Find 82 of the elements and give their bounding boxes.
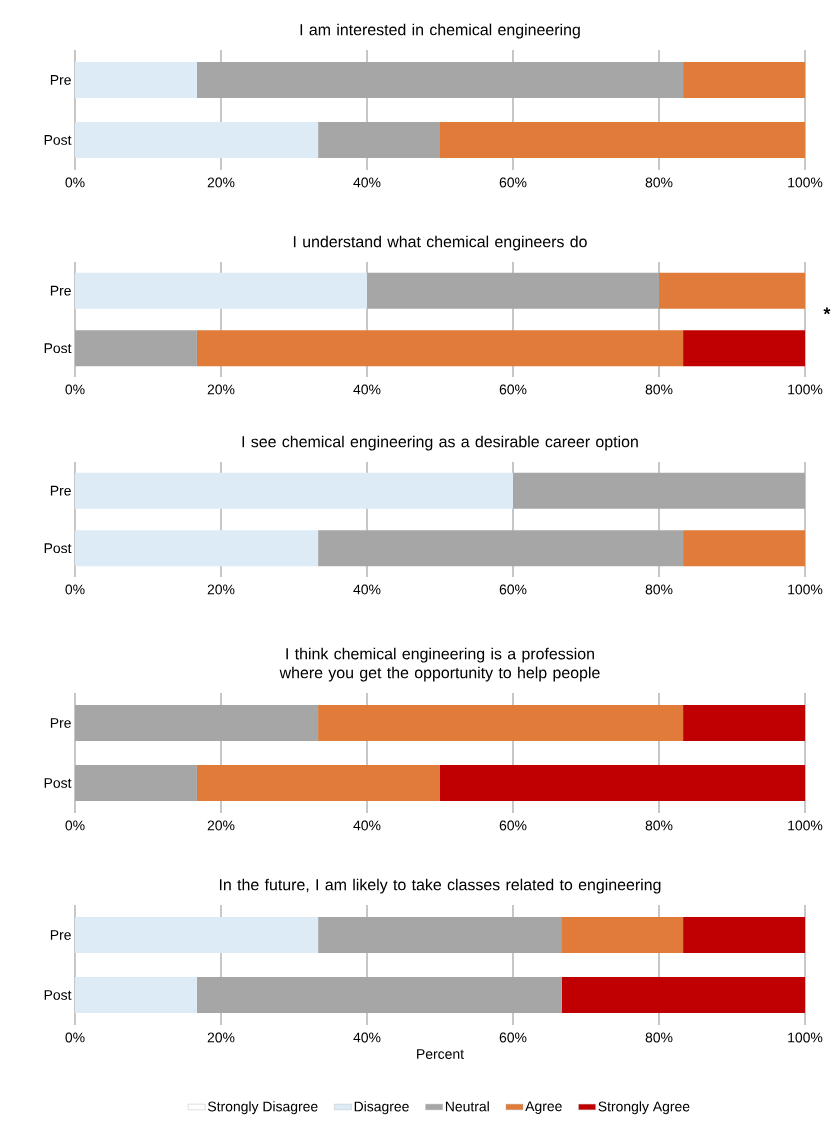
legend-label: Disagree (354, 1101, 409, 1115)
bar (75, 330, 198, 367)
y-tick-label: Pre (51, 930, 71, 940)
bar (75, 704, 319, 741)
bar (318, 121, 441, 158)
bar (197, 764, 441, 801)
chart-title: I understand what chemical engineers do (294, 235, 587, 251)
x-tick-label: 80% (645, 820, 673, 831)
x-tick-label: 100% (788, 1032, 823, 1043)
bar (318, 530, 684, 567)
x-tick-label: 0% (65, 1032, 85, 1043)
bar (75, 61, 198, 98)
bar (440, 121, 806, 158)
x-tick-label: 40% (353, 1032, 381, 1043)
bar (513, 472, 806, 509)
x-tick-label: 40% (353, 384, 381, 395)
x-tick-label: 60% (499, 384, 527, 395)
x-tick-label: 80% (645, 384, 673, 395)
legend-label: Agree (525, 1101, 562, 1114)
y-tick-label: Post (44, 778, 72, 788)
x-tick-label: 80% (645, 584, 673, 595)
bar (440, 764, 806, 801)
x-tick-label: 100% (788, 177, 823, 188)
legend-label: Strongly Disagree (208, 1101, 318, 1115)
bar (75, 916, 319, 953)
bar (683, 704, 806, 741)
x-tick-label: 0% (65, 584, 85, 595)
x-tick-label: 100% (788, 584, 823, 595)
x-tick-label: 40% (353, 820, 381, 831)
bar (562, 976, 806, 1013)
x-tick-label: 60% (499, 1032, 527, 1043)
x-tick-label: 20% (207, 1032, 235, 1043)
chart-title: I think chemical engineering is a profession where you get the opportunity to help people (279, 647, 600, 682)
bar (75, 272, 368, 309)
x-tick-label: 100% (788, 820, 823, 831)
bar (367, 272, 660, 309)
x-axis-title: Percent (417, 1049, 465, 1059)
bar (75, 472, 514, 509)
x-tick-label: 0% (65, 177, 85, 188)
y-tick-label: Pre (51, 75, 71, 85)
bar (659, 272, 806, 309)
bar (197, 61, 684, 98)
text: * (823, 307, 831, 315)
x-tick-label: 40% (353, 584, 381, 595)
x-tick-label: 20% (207, 384, 235, 395)
bar (197, 330, 684, 367)
bar (683, 916, 806, 953)
chart-title: In the future, I am likely to take classes related to engineering (220, 878, 661, 894)
y-tick-label: Post (44, 543, 72, 554)
chart-title: I see chemical engineering as a desirable career option (242, 435, 638, 451)
y-tick-label: Post (44, 990, 72, 1000)
bar (318, 916, 562, 953)
bar (75, 530, 319, 567)
bar (683, 530, 806, 567)
x-tick-label: 60% (499, 820, 527, 831)
x-tick-label: 40% (353, 177, 381, 188)
x-tick-label: 0% (65, 820, 85, 831)
bar (318, 704, 684, 741)
bar (561, 916, 684, 953)
y-tick-label: Post (44, 135, 72, 145)
bar (197, 976, 563, 1013)
x-tick-label: 60% (499, 584, 527, 595)
y-tick-label: Pre (51, 485, 71, 496)
y-tick-label: Pre (51, 718, 71, 728)
x-tick-label: 80% (645, 177, 673, 188)
legend-label: Strongly Agree (598, 1101, 690, 1115)
x-tick-label: 100% (788, 384, 823, 395)
x-tick-label: 20% (207, 177, 235, 188)
legend-label: Neutral (446, 1101, 489, 1112)
x-tick-label: 0% (65, 384, 85, 395)
bar (683, 61, 806, 98)
bar (683, 330, 806, 367)
bar (75, 976, 198, 1013)
x-tick-label: 20% (207, 584, 235, 595)
bar (75, 121, 319, 158)
x-tick-label: 80% (645, 1032, 673, 1043)
y-tick-label: Post (44, 343, 72, 354)
chart-title: I am interested in chemical engineering (300, 23, 580, 39)
x-tick-label: 20% (207, 820, 235, 831)
bar (75, 764, 198, 801)
y-tick-label: Pre (51, 285, 71, 296)
x-tick-label: 60% (499, 177, 527, 188)
